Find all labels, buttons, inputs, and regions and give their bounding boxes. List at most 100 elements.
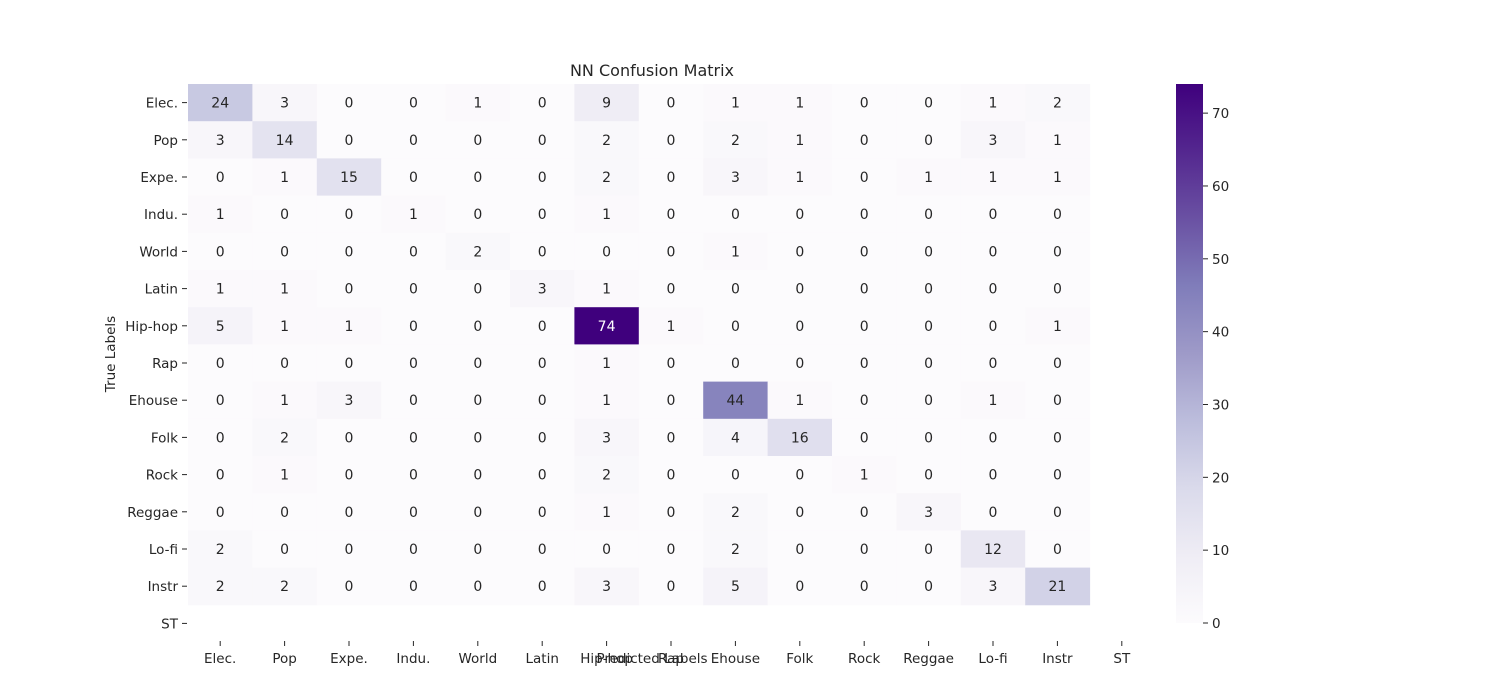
cell-value-label: 1 (989, 393, 998, 409)
x-tick-label: Rock (848, 651, 880, 667)
heatmap-cell (638, 307, 704, 345)
cell-value-label: 0 (473, 542, 482, 558)
cell-value-label: 0 (795, 468, 804, 484)
heatmap-cell (316, 195, 382, 234)
cell-value-label: 0 (667, 468, 676, 484)
heatmap-cell (896, 493, 962, 531)
cell-value-label: 0 (538, 542, 547, 558)
cell-value-label: 0 (473, 356, 482, 372)
heatmap-cell (832, 307, 897, 345)
cell-value-label: 0 (924, 430, 933, 446)
heatmap-cell (316, 418, 382, 457)
cell-value-label: 16 (791, 430, 809, 446)
cell-value-label: 0 (860, 170, 869, 186)
cell-value-label: 4 (731, 430, 740, 446)
cell-value-label: 1 (602, 356, 611, 372)
heatmap-cell (896, 121, 962, 159)
cell-value-label: 0 (860, 430, 869, 446)
cell-value-label: 0 (860, 207, 869, 223)
heatmap-cell (316, 84, 382, 122)
heatmap-cell (252, 344, 318, 383)
heatmap-cell (960, 381, 1026, 420)
cell-value-label: 1 (280, 319, 289, 335)
cell-value-label: 24 (211, 96, 229, 112)
cell-value-label: 0 (280, 244, 289, 260)
x-tick-label: Expe. (330, 651, 368, 667)
cell-value-label: 0 (409, 96, 418, 112)
y-tick-label: Instr (148, 579, 179, 595)
heatmap-cell (703, 84, 769, 122)
heatmap-cell (1025, 381, 1091, 420)
cell-value-label: 2 (602, 468, 611, 484)
heatmap-cell (316, 121, 382, 159)
heatmap-cell (703, 456, 769, 494)
cell-value-label: 0 (924, 579, 933, 595)
heatmap-cell (381, 121, 447, 159)
heatmap-cell (574, 344, 640, 383)
colorbar: 0 10 20 30 40 50 60 70 (1176, 84, 1229, 632)
cell-value-label: 2 (216, 542, 225, 558)
heatmap-cell (574, 493, 640, 531)
heatmap-cell (574, 270, 640, 308)
heatmap-cell (960, 232, 1026, 271)
cell-value-label: 1 (1053, 170, 1062, 186)
heatmap-cell (703, 344, 769, 383)
heatmap-cell (381, 195, 447, 234)
heatmap-cell (188, 344, 253, 383)
heatmap-cell (638, 418, 704, 457)
heatmap-cell (638, 270, 704, 308)
cell-value-label: 0 (409, 468, 418, 484)
heatmap-cell (960, 158, 1026, 197)
heatmap-cell (188, 530, 253, 569)
cell-value-label: 0 (795, 505, 804, 521)
cell-value-label: 0 (924, 96, 933, 112)
x-tick-label: ST (1113, 651, 1131, 667)
y-tick-label: Rock (146, 468, 178, 484)
cell-value-label: 0 (345, 579, 354, 595)
x-tick-label: Instr (1042, 651, 1073, 667)
heatmap-cell (510, 270, 575, 308)
heatmap-cell (1025, 158, 1091, 197)
cell-value-label: 0 (473, 430, 482, 446)
heatmap-cell (252, 307, 318, 345)
cell-value-label: 1 (409, 207, 418, 223)
cell-value-label: 1 (989, 170, 998, 186)
cell-value-label: 0 (989, 430, 998, 446)
heatmap-cell (316, 307, 382, 345)
heatmap-cell (252, 567, 318, 606)
heatmap-cell (381, 344, 447, 383)
heatmap-cell (1025, 567, 1091, 606)
cell-value-label: 0 (602, 244, 611, 260)
heatmap-cell (316, 270, 382, 308)
heatmap-cell (767, 493, 833, 531)
heatmap-cell (767, 381, 833, 420)
heatmap-cell (381, 158, 447, 197)
heatmap-cell (832, 195, 897, 234)
cell-value-label: 0 (473, 579, 482, 595)
cell-value-label: 1 (1053, 319, 1062, 335)
cell-value-label: 0 (216, 430, 225, 446)
heatmap-cell (510, 158, 575, 197)
cell-value-label: 0 (216, 356, 225, 372)
heatmap-cell (767, 121, 833, 159)
cell-value-label: 0 (731, 319, 740, 335)
cell-value-label: 0 (345, 282, 354, 298)
cell-value-label: 0 (795, 542, 804, 558)
heatmap-cell (960, 84, 1026, 122)
cell-value-label: 0 (538, 505, 547, 521)
cell-value-label: 0 (409, 542, 418, 558)
heatmap-cell (638, 232, 704, 271)
cell-value-label: 0 (860, 96, 869, 112)
cell-value-label: 0 (473, 468, 482, 484)
cell-value-label: 0 (538, 468, 547, 484)
cell-value-label: 1 (795, 170, 804, 186)
cell-value-label: 0 (538, 170, 547, 186)
x-tick-label: Elec. (204, 651, 236, 667)
cell-value-label: 0 (667, 393, 676, 409)
cell-value-label: 0 (924, 207, 933, 223)
heatmap-cell (188, 381, 253, 420)
cell-value-label: 0 (989, 468, 998, 484)
colorbar-bar (1176, 84, 1203, 623)
heatmap-cell (896, 195, 962, 234)
heatmap-cell (252, 121, 318, 159)
